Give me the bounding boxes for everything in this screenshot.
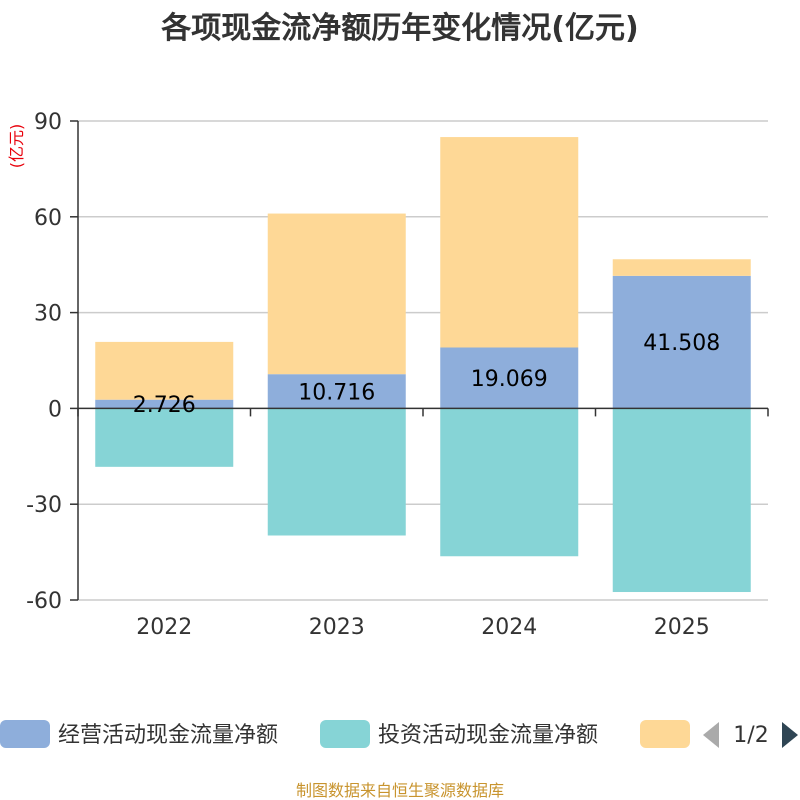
x-tick-label: 2022 — [136, 615, 192, 640]
x-tick-label: 2024 — [481, 615, 537, 640]
y-tick-label: -30 — [26, 493, 62, 518]
axis-layer: 90 60 30 0 -30 -60 2022 2023 2024 2025 — [26, 110, 769, 640]
legend-label: 投资活动现金流量净额 — [378, 723, 598, 748]
legend-swatch — [640, 720, 690, 748]
source-note: 制图数据来自恒生聚源数据库 — [296, 781, 504, 800]
bar-2025-series-1[interactable] — [612, 275, 751, 409]
y-axis-unit-label: (亿元) — [7, 124, 26, 169]
bar-data-label: 19.069 — [471, 367, 548, 392]
y-tick-label: 90 — [34, 110, 62, 135]
bar-2023-series-1[interactable] — [267, 374, 406, 409]
legend-swatch — [0, 720, 50, 748]
legend-item-2[interactable]: 投资活动现金流量净额 — [320, 720, 598, 748]
bar-data-label: 41.508 — [643, 331, 720, 356]
bar-2024-series-3[interactable] — [440, 137, 579, 348]
bar-2022-series-1[interactable] — [95, 399, 234, 409]
bar-2025-series-2[interactable] — [612, 408, 751, 593]
legend-next-page-icon[interactable] — [782, 722, 798, 748]
bar-2022-series-3[interactable] — [95, 341, 234, 400]
bar-2025-series-3[interactable] — [612, 259, 751, 276]
bar-2023-series-2[interactable] — [267, 408, 406, 536]
legend-page-indicator: 1/2 — [733, 723, 768, 748]
bar-2024-series-2[interactable] — [440, 408, 579, 557]
y-tick-label: 0 — [48, 397, 62, 422]
label-layer: 2.726 10.716 19.069 41.508 — [133, 331, 720, 418]
legend-prev-page-icon[interactable] — [703, 722, 719, 748]
bar-2024-series-1[interactable] — [440, 347, 579, 409]
legend-label: 经营活动现金流量净额 — [58, 723, 278, 748]
chart-title: 各项现金流净额历年变化情况(亿元) — [160, 11, 638, 46]
legend-item-1[interactable]: 经营活动现金流量净额 — [0, 720, 278, 748]
legend-item-3[interactable] — [640, 720, 690, 748]
y-tick-label: 30 — [34, 302, 62, 327]
bar-layer — [95, 137, 751, 593]
y-tick-label: -60 — [26, 589, 62, 614]
legend-swatch — [320, 720, 370, 748]
bar-2022-series-2[interactable] — [95, 408, 234, 467]
x-tick-label: 2025 — [654, 615, 710, 640]
x-tick-label: 2023 — [309, 615, 365, 640]
bar-data-label: 2.726 — [133, 393, 196, 418]
legend[interactable]: 经营活动现金流量净额 投资活动现金流量净额 1/2 — [0, 720, 798, 748]
bar-2023-series-3[interactable] — [267, 213, 406, 375]
y-tick-label: 60 — [34, 206, 62, 231]
bar-data-label: 10.716 — [298, 380, 375, 405]
